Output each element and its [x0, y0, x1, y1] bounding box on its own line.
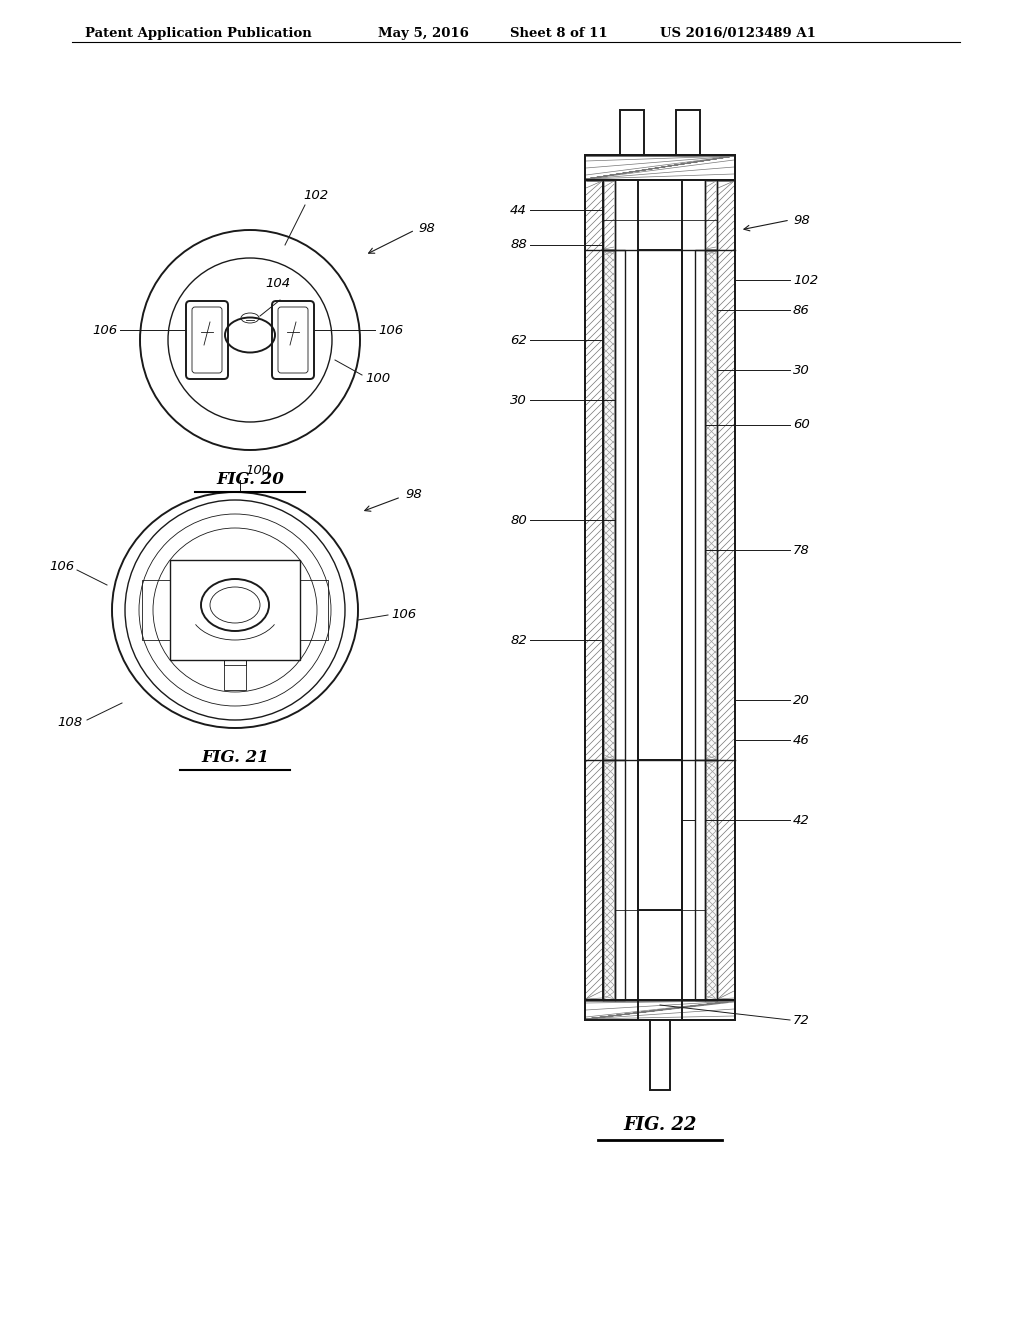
Text: 98: 98 [793, 214, 810, 227]
Text: 104: 104 [265, 277, 291, 290]
Bar [603, 180, 615, 249]
Text: Sheet 8 of 11: Sheet 8 of 11 [510, 26, 607, 40]
Bar [705, 760, 717, 1001]
Bar [717, 180, 735, 1001]
Bar [705, 249, 717, 760]
Text: 100: 100 [245, 465, 270, 477]
Text: May 5, 2016: May 5, 2016 [378, 26, 469, 40]
Bar [615, 760, 625, 1001]
Text: 108: 108 [57, 717, 82, 730]
Text: 44: 44 [510, 203, 527, 216]
Bar [695, 760, 705, 1001]
Bar [638, 760, 682, 909]
Text: 98: 98 [418, 222, 435, 235]
Text: 20: 20 [793, 693, 810, 706]
Bar [603, 249, 615, 760]
Bar [603, 760, 615, 1001]
Text: Patent Application Publication: Patent Application Publication [85, 26, 311, 40]
Text: 62: 62 [510, 334, 527, 346]
Bar [300, 579, 328, 640]
Text: 106: 106 [391, 607, 416, 620]
Text: 78: 78 [793, 544, 810, 557]
Text: 60: 60 [793, 418, 810, 432]
Text: 30: 30 [793, 363, 810, 376]
Text: 106: 106 [378, 323, 403, 337]
Text: 102: 102 [303, 189, 328, 202]
Text: 100: 100 [365, 371, 390, 384]
Bar [705, 180, 717, 249]
Bar [650, 1020, 670, 1090]
Bar [615, 249, 625, 760]
Bar [620, 110, 644, 154]
Bar [224, 660, 246, 690]
Text: 80: 80 [510, 513, 527, 527]
Text: 88: 88 [510, 239, 527, 252]
Text: 98: 98 [406, 488, 422, 502]
Bar [585, 154, 735, 180]
Text: FIG. 22: FIG. 22 [624, 1115, 696, 1134]
Text: 72: 72 [793, 1014, 810, 1027]
Text: US 2016/0123489 A1: US 2016/0123489 A1 [660, 26, 816, 40]
Text: FIG. 21: FIG. 21 [201, 750, 269, 767]
Text: FIG. 20: FIG. 20 [216, 471, 284, 488]
Bar [695, 249, 705, 760]
Text: 46: 46 [793, 734, 810, 747]
Bar [170, 560, 300, 660]
Text: 102: 102 [793, 273, 818, 286]
Text: 106: 106 [49, 561, 74, 573]
Bar [585, 180, 603, 1001]
Text: 86: 86 [793, 304, 810, 317]
Text: 42: 42 [793, 813, 810, 826]
Bar [638, 249, 682, 760]
Text: 106: 106 [92, 323, 117, 337]
Bar [585, 1001, 735, 1020]
Bar [142, 579, 170, 640]
Text: 82: 82 [510, 634, 527, 647]
Text: 30: 30 [510, 393, 527, 407]
Bar [676, 110, 700, 154]
